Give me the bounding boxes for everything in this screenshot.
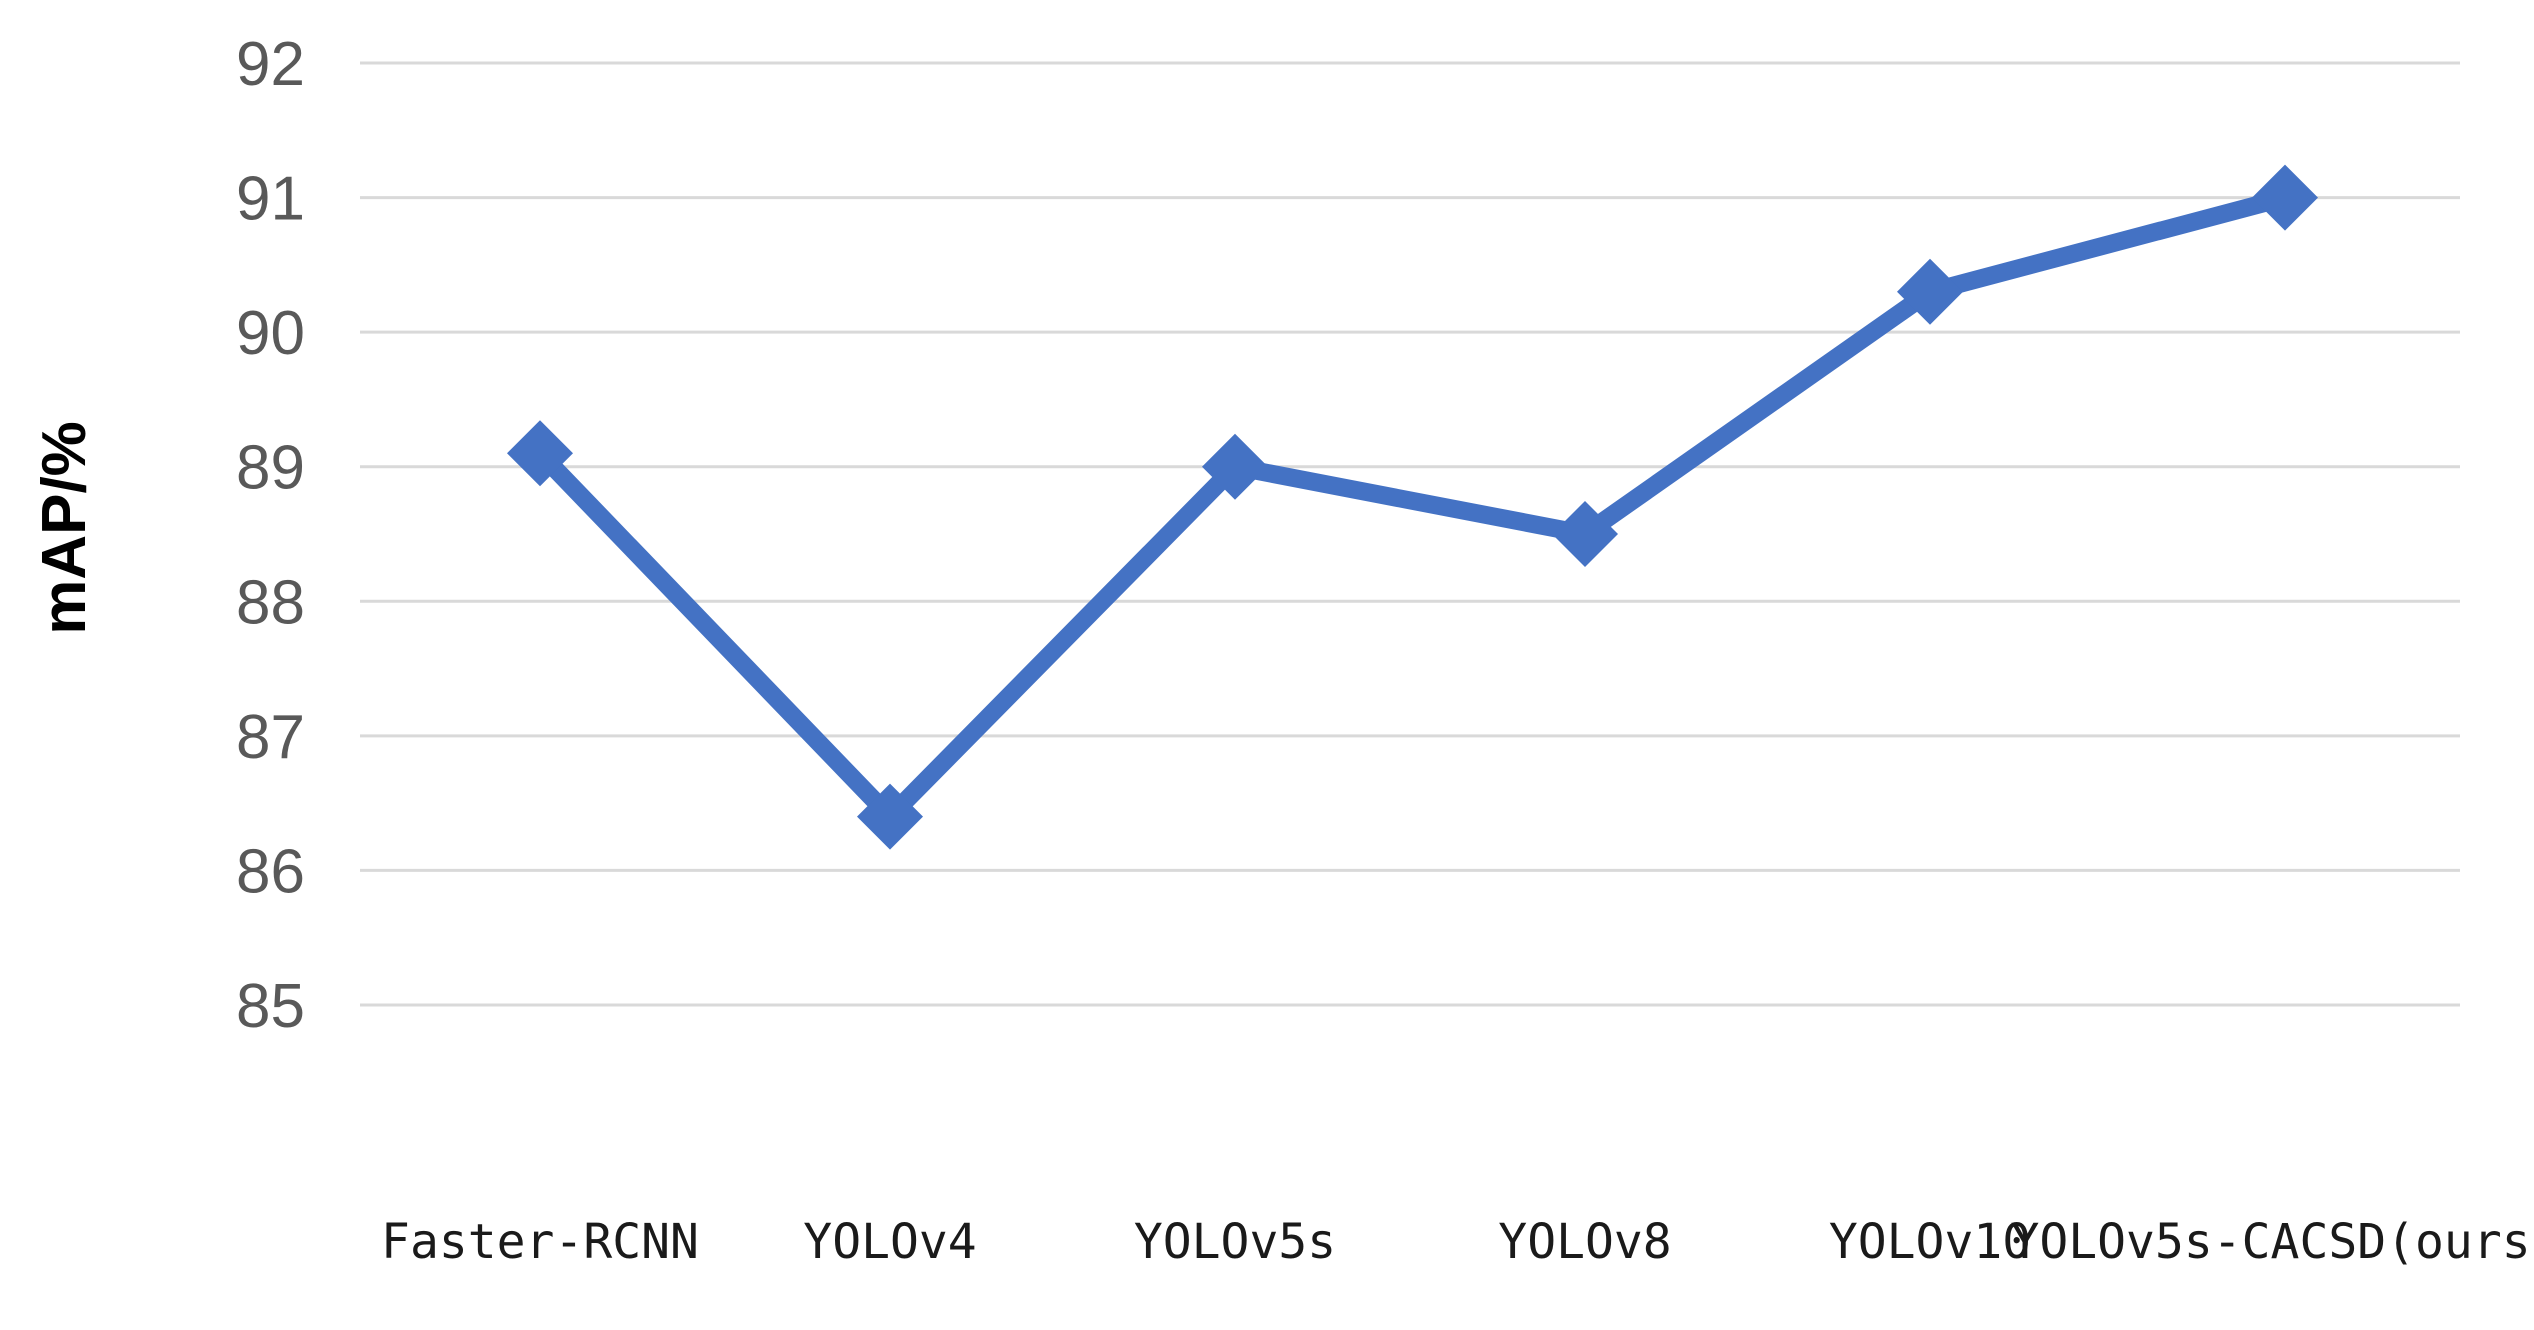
x-tick-label: YOLOv5s-CACSD(ours) (2010, 1214, 2534, 1270)
data-point-marker (2252, 164, 2318, 231)
y-tick-label: 86 (236, 837, 305, 906)
x-tick-label: YOLOv10 (1829, 1214, 2031, 1270)
data-point-marker (1202, 433, 1268, 500)
x-axis-ticks: Faster-RCNN YOLOv4 YOLOv5s YOLOv8 YOLOv10YOL… (381, 1214, 2534, 1270)
y-tick-label: 88 (236, 568, 305, 637)
y-tick-label: 91 (236, 165, 305, 234)
gridlines (360, 61, 2460, 1007)
x-tick-label: YOLOv8 (1498, 1214, 1671, 1270)
y-tick-label: 90 (236, 299, 305, 368)
series-layer (507, 164, 2318, 850)
data-point-marker (1897, 258, 1963, 325)
y-tick-label: 89 (236, 434, 305, 503)
data-point-marker (507, 420, 573, 487)
data-point-marker (857, 783, 923, 850)
data-point-marker (1552, 501, 1618, 567)
y-tick-label: 85 (236, 972, 305, 1041)
series-line (531, 188, 2294, 826)
y-axis-ticks: 85 86 87 88 89 90 91 92 (236, 30, 305, 1041)
x-tick-label: YOLOv5s (1134, 1214, 1336, 1270)
y-axis-label: mAP/% (30, 421, 99, 635)
y-tick-label: 92 (236, 30, 305, 99)
x-tick-label: YOLOv4 (803, 1214, 976, 1270)
y-tick-label: 87 (236, 703, 305, 772)
x-tick-label: Faster-RCNN (381, 1214, 699, 1270)
